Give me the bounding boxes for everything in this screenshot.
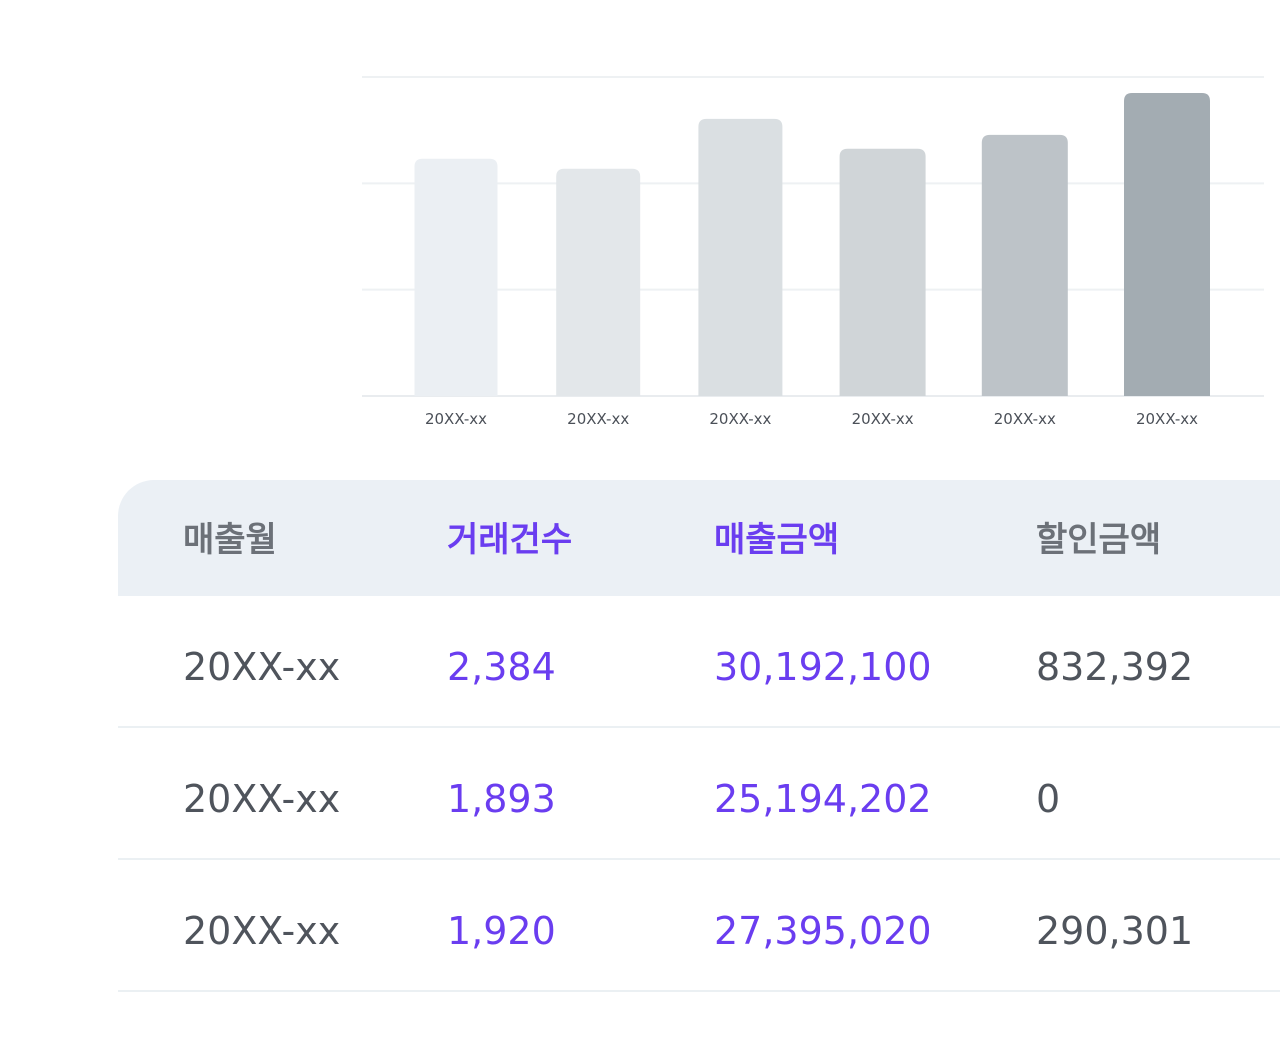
- bar-chart-svg: 20XX-xx 20XX-xx 20XX-xx 20XX-xx 20XX-xx 20XX-…: [362, 76, 1264, 428]
- x-tick-label: 20XX-xx: [852, 410, 914, 428]
- chart-bar[interactable]: [839, 148, 926, 396]
- cell-discount-amount: 0: [1036, 777, 1061, 821]
- x-tick-label: 20XX-xx: [994, 410, 1056, 428]
- header-discount-amount[interactable]: 할인금액: [1036, 520, 1162, 560]
- header-transaction-count[interactable]: 거래건수: [447, 520, 573, 560]
- chart-bar[interactable]: [414, 158, 498, 396]
- cell-discount-amount: 290,301: [1036, 909, 1194, 953]
- cell-transaction-count: 2,384: [447, 645, 556, 689]
- table-header: 매출월 거래건수 매출금액 할인금액: [118, 480, 1280, 596]
- monthly-sales-chart: 20XX-xx 20XX-xx 20XX-xx 20XX-xx 20XX-xx 20XX-…: [0, 0, 1280, 440]
- chart-bar[interactable]: [556, 168, 641, 396]
- x-tick-label: 20XX-xx: [709, 410, 771, 428]
- cell-sales-amount: 25,194,202: [714, 777, 932, 821]
- cell-sales-amount: 27,395,020: [714, 909, 932, 953]
- table-row[interactable]: 20XX-xx 2,384 30,192,100 832,392: [118, 596, 1280, 728]
- cell-transaction-count: 1,893: [447, 777, 556, 821]
- chart-bar[interactable]: [981, 134, 1068, 396]
- x-tick-label: 20XX-xx: [425, 410, 487, 428]
- sales-table: 매출월 거래건수 매출금액 할인금액 20XX-xx 2,384 30,192,…: [118, 480, 1280, 992]
- chart-bar[interactable]: [698, 118, 783, 397]
- cell-transaction-count: 1,920: [447, 909, 556, 953]
- table-row[interactable]: 20XX-xx 1,920 27,395,020 290,301: [118, 860, 1280, 992]
- cell-discount-amount: 832,392: [1036, 645, 1194, 689]
- cell-sales-month: 20XX-xx: [183, 777, 341, 821]
- x-tick-label: 20XX-xx: [567, 410, 629, 428]
- cell-sales-month: 20XX-xx: [183, 645, 341, 689]
- cell-sales-month: 20XX-xx: [183, 909, 341, 953]
- x-tick-label: 20XX-xx: [1136, 410, 1198, 428]
- header-sales-amount[interactable]: 매출금액: [714, 520, 840, 560]
- cell-sales-amount: 30,192,100: [714, 645, 932, 689]
- chart-bar[interactable]: [1124, 92, 1210, 396]
- table-row[interactable]: 20XX-xx 1,893 25,194,202 0: [118, 728, 1280, 860]
- header-sales-month[interactable]: 매출월: [183, 520, 277, 560]
